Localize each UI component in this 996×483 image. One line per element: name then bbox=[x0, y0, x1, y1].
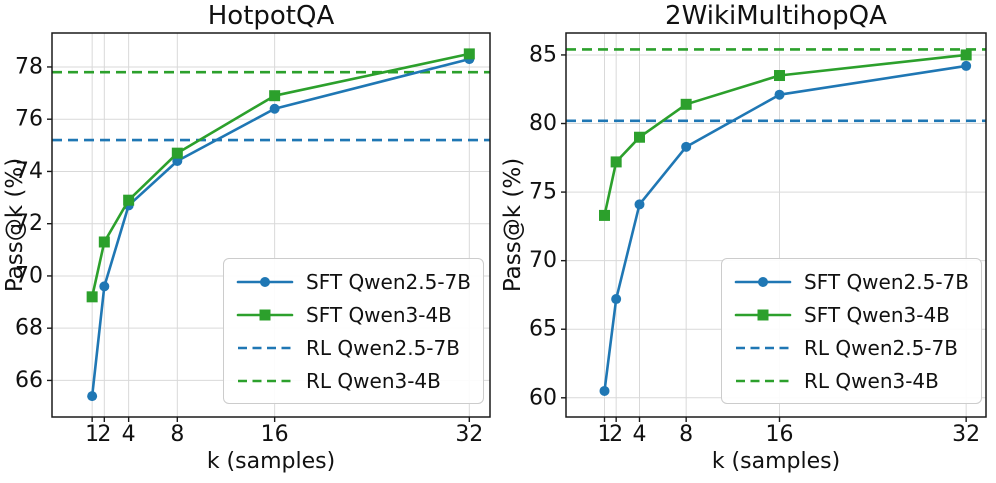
marker-square-sft-qwen3-4b bbox=[599, 209, 610, 221]
dashed-line-swatch-icon bbox=[238, 379, 293, 382]
x-tick-label: 8 bbox=[679, 422, 693, 447]
marker-square-sft-qwen3-4b bbox=[463, 48, 475, 60]
x-tick-label: 16 bbox=[766, 422, 794, 447]
legend-item-rl-qwen2-5-7b: RL Qwen2.5-7B bbox=[236, 331, 471, 364]
legend-item-sft-qwen2-5-7b: SFT Qwen2.5-7B bbox=[236, 265, 471, 298]
y-tick-label: 70 bbox=[529, 248, 557, 273]
dashed-line-swatch-icon bbox=[736, 346, 791, 349]
y-tick-label: 74 bbox=[15, 159, 43, 184]
marker-square-sft-qwen3-4b bbox=[86, 291, 98, 303]
legend: SFT Qwen2.5-7B SFT Qwen3-4B RL Qwen2.5-7B R… bbox=[721, 258, 982, 404]
chart-title: 2WikiMultihopQA bbox=[665, 1, 887, 31]
marker-square-sft-qwen3-4b bbox=[610, 156, 622, 168]
legend-label: RL Qwen2.5-7B bbox=[804, 335, 958, 360]
marker-circle-sft-qwen2-5-7b bbox=[961, 60, 972, 71]
plot-area: 12 4 8 16 32 60 65 70 75 80 85 bbox=[529, 32, 987, 447]
legend-label: RL Qwen3-4B bbox=[804, 368, 939, 393]
circle-marker bbox=[260, 276, 271, 287]
y-tick-label: 85 bbox=[529, 42, 557, 67]
legend-label: SFT Qwen3-4B bbox=[804, 302, 950, 327]
x-tick-label: 16 bbox=[261, 422, 289, 447]
legend-item-rl-qwen3-4b: RL Qwen3-4B bbox=[236, 364, 471, 397]
line-circle-swatch-icon bbox=[734, 276, 792, 287]
marker-square-sft-qwen3-4b bbox=[634, 131, 645, 143]
x-tick-label: 4 bbox=[633, 422, 647, 447]
marker-circle-sft-qwen2-5-7b bbox=[269, 103, 280, 114]
x-tick-label: 4 bbox=[122, 422, 136, 447]
x-tick-label: 1 bbox=[598, 422, 612, 447]
marker-circle-sft-qwen2-5-7b bbox=[87, 391, 98, 402]
legend-item-sft-qwen2-5-7b: SFT Qwen2.5-7B bbox=[734, 265, 969, 298]
y-tick-label: 75 bbox=[529, 180, 557, 205]
series-line-sft-qwen3-4b bbox=[90, 52, 471, 299]
line-square-swatch-icon bbox=[236, 309, 294, 320]
dashed-line-swatch-icon bbox=[238, 346, 293, 349]
y-tick-label: 70 bbox=[15, 263, 43, 288]
series-line-sft-qwen3-4b bbox=[603, 53, 968, 217]
y-tick-label: 68 bbox=[15, 316, 43, 341]
subplot-hotpotqa: HotpotQA Pass@k (%) 1 2 4 8 16 32 66 68 70 72 74 76… bbox=[2, 1, 491, 474]
x-tick-label: 2 bbox=[609, 422, 623, 447]
marker-square-sft-qwen3-4b bbox=[774, 70, 785, 82]
legend-label: SFT Qwen2.5-7B bbox=[306, 269, 471, 294]
plot-border bbox=[51, 32, 491, 418]
x-axis-label: k (samples) bbox=[206, 449, 336, 474]
marker-square-sft-qwen3-4b bbox=[960, 49, 972, 61]
legend: SFT Qwen2.5-7B SFT Qwen3-4B RL Qwen2.5-7B R… bbox=[223, 258, 484, 404]
marker-circle-sft-qwen2-5-7b bbox=[99, 281, 110, 292]
subplot-2wikimultihopqa: 2WikiMultihopQA Pass@k (%) 1 2 4 8 16 32 60 65 7… bbox=[498, 0, 996, 483]
y-tick-label: 72 bbox=[15, 211, 43, 236]
line-circle-swatch-icon bbox=[236, 276, 294, 287]
legend-item-sft-qwen3-4b: SFT Qwen3-4B bbox=[236, 298, 471, 331]
square-marker bbox=[259, 309, 271, 320]
series-line-sft-qwen2-5-7b bbox=[603, 64, 968, 393]
y-tick-label: 60 bbox=[529, 385, 557, 410]
legend-label: RL Qwen2.5-7B bbox=[306, 335, 460, 360]
circle-marker bbox=[758, 276, 769, 287]
marker-square-sft-qwen3-4b bbox=[98, 236, 110, 248]
dashed-line-swatch-icon bbox=[736, 379, 791, 382]
plot-area: 12 4 8 16 32 66 68 70 72 74 76 78 bbox=[15, 32, 491, 447]
y-tick-label: 78 bbox=[15, 54, 43, 79]
marker-circle-sft-qwen2-5-7b bbox=[681, 141, 692, 152]
x-tick-label: 8 bbox=[170, 422, 184, 447]
y-tick-label: 76 bbox=[15, 107, 43, 132]
marker-square-sft-qwen3-4b bbox=[680, 98, 692, 110]
legend-item-sft-qwen3-4b: SFT Qwen3-4B bbox=[734, 298, 969, 331]
marker-square-sft-qwen3-4b bbox=[269, 90, 281, 102]
series-line-sft-qwen2-5-7b bbox=[90, 57, 471, 398]
legend-label: SFT Qwen3-4B bbox=[306, 302, 452, 327]
y-tick-label: 66 bbox=[15, 368, 43, 393]
y-tick-label: 65 bbox=[529, 317, 557, 342]
marker-circle-sft-qwen2-5-7b bbox=[774, 89, 785, 100]
square-marker bbox=[757, 309, 769, 320]
marker-circle-sft-qwen2-5-7b bbox=[634, 199, 645, 210]
plot-border bbox=[565, 32, 987, 418]
x-tick-label: 2 bbox=[97, 422, 111, 447]
x-tick-label: 32 bbox=[952, 422, 980, 447]
marker-square-sft-qwen3-4b bbox=[123, 194, 135, 206]
chart-title: HotpotQA bbox=[207, 1, 335, 31]
legend-item-rl-qwen3-4b: RL Qwen3-4B bbox=[734, 364, 969, 397]
legend-item-rl-qwen2-5-7b: RL Qwen2.5-7B bbox=[734, 331, 969, 364]
line-square-swatch-icon bbox=[734, 309, 792, 320]
marker-circle-sft-qwen2-5-7b bbox=[599, 385, 610, 396]
y-tick-label: 80 bbox=[529, 111, 557, 136]
marker-circle-sft-qwen2-5-7b bbox=[611, 294, 622, 305]
legend-label: RL Qwen3-4B bbox=[306, 368, 441, 393]
x-tick-label: 1 bbox=[85, 422, 99, 447]
legend-label: SFT Qwen2.5-7B bbox=[804, 269, 969, 294]
x-tick-label: 32 bbox=[455, 422, 483, 447]
marker-square-sft-qwen3-4b bbox=[171, 147, 183, 159]
x-axis-label: k (samples) bbox=[711, 449, 841, 474]
